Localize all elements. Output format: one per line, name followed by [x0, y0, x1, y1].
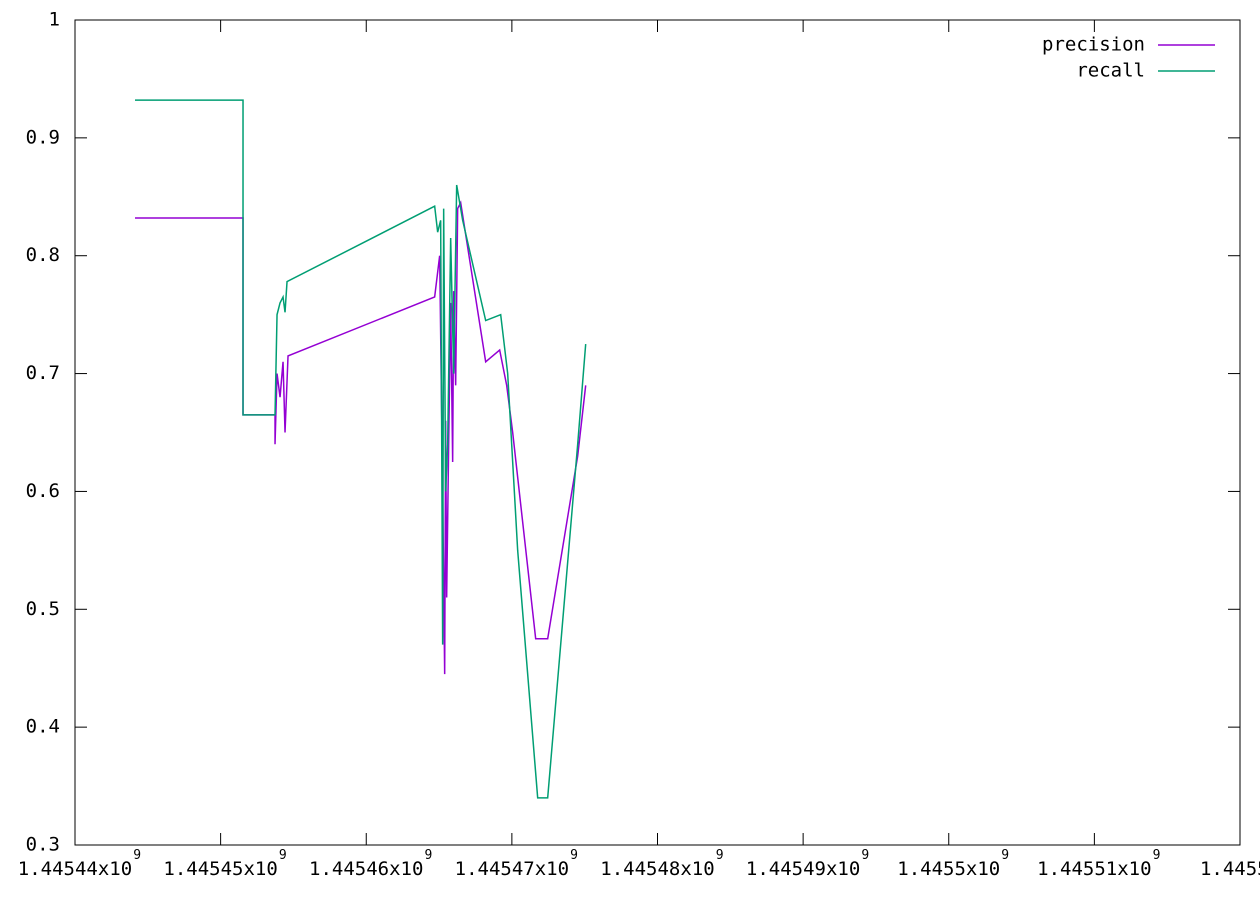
x-tick-label: 1.44546x10: [309, 858, 423, 880]
legend-label: recall: [1076, 60, 1145, 82]
x-tick-label: 1.44545x10: [163, 858, 277, 880]
y-tick-label: 0.4: [26, 716, 60, 738]
y-tick-label: 0.3: [26, 834, 60, 856]
x-tick-label: 1.44552: [1200, 858, 1260, 880]
y-tick-label: 0.9: [26, 126, 60, 148]
y-tick-label: 1: [49, 9, 60, 31]
x-tick-label: 1.44544x10: [18, 858, 132, 880]
plot-frame: [74, 19, 1241, 846]
x-tick-exponent: 9: [279, 848, 287, 863]
x-tick-label: 1.44551x10: [1037, 858, 1151, 880]
x-tick-exponent: 9: [1001, 848, 1009, 863]
x-tick-exponent: 9: [570, 848, 578, 863]
x-tick-exponent: 9: [861, 848, 869, 863]
line-series: [135, 99, 587, 799]
y-tick-label: 0.8: [26, 244, 60, 266]
x-tick-exponent: 9: [1153, 848, 1161, 863]
line-series: [135, 200, 587, 675]
y-tick-label: 0.5: [26, 598, 60, 620]
x-tick-label: 1.44547x10: [455, 858, 569, 880]
x-tick-exponent: 9: [424, 848, 432, 863]
y-tick-label: 0.7: [26, 362, 60, 384]
x-tick-label: 1.44549x10: [746, 858, 860, 880]
x-tick-label: 1.4455x10: [897, 858, 1000, 880]
legend-label: precision: [1042, 34, 1145, 56]
x-tick-label: 1.44548x10: [600, 858, 714, 880]
y-tick-label: 0.6: [26, 480, 60, 502]
x-tick-exponent: 9: [716, 848, 724, 863]
x-tick-exponent: 9: [133, 848, 141, 863]
